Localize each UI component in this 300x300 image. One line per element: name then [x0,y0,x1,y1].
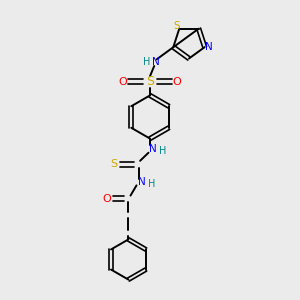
Text: H: H [143,57,150,67]
Text: S: S [146,75,154,88]
Text: H: H [159,146,166,156]
Text: N: N [149,144,157,154]
Text: S: S [174,21,180,31]
Text: O: O [118,76,127,87]
Text: N: N [138,177,146,188]
Text: H: H [148,179,155,189]
Text: S: S [110,159,117,170]
Text: N: N [152,57,160,68]
Text: O: O [172,76,182,87]
Text: O: O [102,194,111,204]
Text: N: N [205,42,213,52]
